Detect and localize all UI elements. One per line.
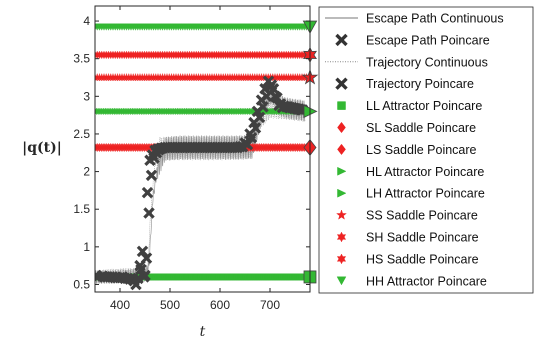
legend-item: SS Saddle Poincare — [336, 209, 478, 223]
trajectory-poincare-point — [245, 131, 258, 144]
legend-item: HH Attractor Poincare — [336, 274, 487, 288]
legend-item: Escape Path Poincare — [335, 33, 490, 47]
trajectory-continuous-line — [95, 97, 306, 284]
legend-marker-swatch — [337, 166, 347, 176]
legend-label: SL Saddle Poincare — [366, 121, 476, 135]
trajectory-poincare-point — [143, 207, 155, 219]
trajectory-poincare-point — [135, 263, 147, 276]
x-tick-label: 500 — [160, 298, 180, 312]
y-tick-label: 1.5 — [73, 202, 90, 216]
legend-label: HH Attractor Poincare — [366, 274, 487, 288]
legend-item: Escape Path Continuous — [325, 12, 504, 26]
legend-label: Trajectory Continuous — [366, 55, 488, 69]
legend-marker-swatch — [336, 231, 347, 243]
legend-label: LS Saddle Poincare — [366, 143, 477, 157]
y-axis-label: |q(t)| — [22, 140, 62, 156]
legend-label: SS Saddle Poincare — [366, 209, 478, 223]
escape-path-poincare-point — [141, 186, 154, 199]
legend-item: SH Saddle Poincare — [336, 231, 479, 245]
x-tick-label: 700 — [260, 298, 280, 312]
legend-label: Escape Path Poincare — [366, 33, 490, 47]
plot-area — [95, 23, 310, 291]
trajectory-poincare-point — [249, 122, 262, 134]
trajectory-poincare-point — [257, 101, 269, 113]
legend-label: Escape Path Continuous — [366, 12, 504, 26]
x-tick-label: 400 — [110, 298, 130, 312]
legend-label: LL Attractor Poincare — [366, 99, 482, 113]
legend-item: Trajectory Poincare — [335, 77, 474, 91]
escape-path-poincare-point — [136, 245, 149, 258]
legend-x-swatch — [335, 77, 348, 90]
trajectory-poincare-point — [140, 252, 153, 264]
legend-label: HL Attractor Poincare — [366, 165, 484, 179]
legend: Escape Path Continuous Escape Path Poinca… — [318, 6, 534, 294]
legend-item: LH Attractor Poincare — [337, 187, 485, 201]
trajectory-poincare-point — [253, 111, 266, 124]
legend-item: Trajectory Continuous — [325, 55, 488, 69]
y-tick-label: 4 — [83, 14, 90, 28]
legend-marker-swatch — [336, 209, 347, 220]
legend-label: SH Saddle Poincare — [366, 231, 479, 245]
legend-marker-swatch — [337, 101, 346, 110]
legend-label: LH Attractor Poincare — [366, 187, 485, 201]
legend-marker-swatch — [336, 253, 347, 265]
trajectory-poincare-point — [138, 271, 150, 283]
y-tick-label: 2.5 — [73, 127, 90, 141]
legend-label: Trajectory Poincare — [366, 77, 474, 91]
y-tick-label: 0.5 — [73, 277, 90, 291]
y-tick-label: 3.5 — [73, 52, 90, 66]
trajectory-poincare-point — [241, 138, 254, 151]
legend-marker-swatch — [337, 121, 346, 134]
legend-marker-swatch — [336, 276, 347, 286]
legend-marker-swatch — [337, 143, 346, 156]
x-ticks: 400 500 600 700 — [110, 6, 280, 312]
x-tick-label: 600 — [210, 298, 230, 312]
y-tick-label: 1 — [83, 240, 90, 254]
legend-item: LL Attractor Poincare — [337, 99, 482, 113]
y-tick-label: 3 — [83, 89, 90, 103]
legend-item: LS Saddle Poincare — [337, 143, 477, 157]
plot-frame — [94, 5, 311, 293]
axes: 400 500 600 700 0.5 1 1.5 2 2.5 3 3.5 4 t |q(t)| — [22, 5, 311, 340]
legend-item: SL Saddle Poincare — [337, 121, 476, 135]
legend-label: HS Saddle Poincare — [366, 252, 479, 266]
trajectory-poincare-point — [145, 169, 158, 182]
x-axis-label: t — [200, 324, 206, 340]
legend-item: HS Saddle Poincare — [336, 252, 479, 266]
y-ticks: 0.5 1 1.5 2 2.5 3 3.5 4 — [73, 14, 310, 291]
legend-box — [318, 6, 534, 294]
trajectory-poincare-point — [267, 83, 280, 95]
legend-item: HL Attractor Poincare — [337, 165, 484, 179]
legend-marker-swatch — [337, 188, 347, 198]
legend-x-swatch — [335, 33, 348, 47]
y-tick-label: 2 — [83, 165, 90, 179]
